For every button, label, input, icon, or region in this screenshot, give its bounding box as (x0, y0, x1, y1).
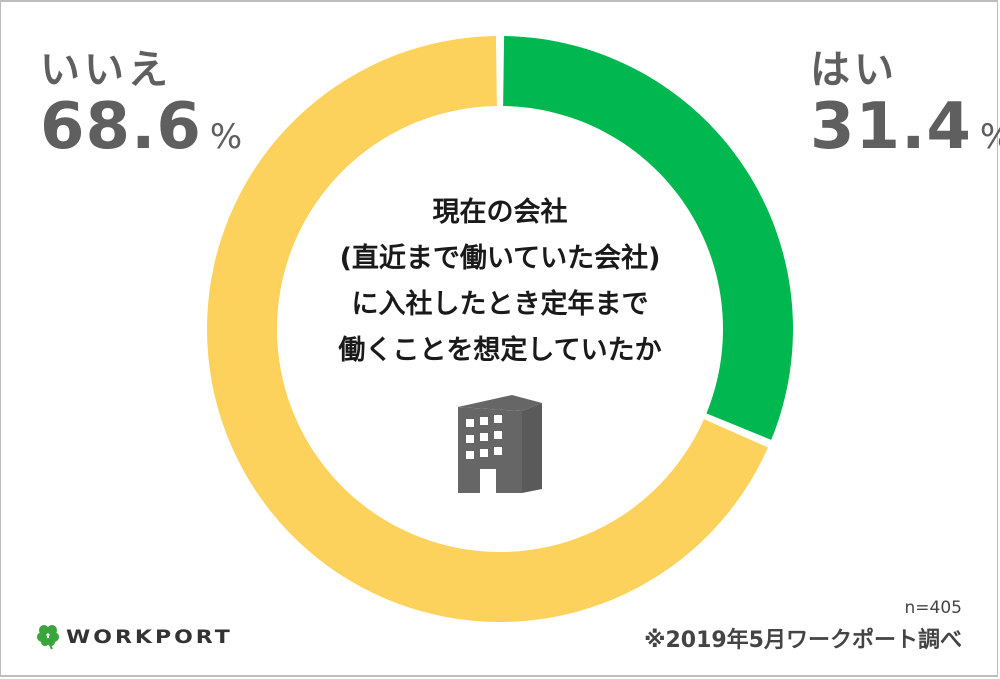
label-yes-category: はい (810, 47, 898, 93)
workport-logo: WORKPORT (36, 624, 233, 650)
question-line: 現在の会社 (432, 197, 568, 228)
source-note: ※2019年5月ワークポート調べ (644, 628, 962, 653)
building-icon (458, 395, 542, 493)
label-no-value: 68.6 (40, 90, 202, 164)
slice-yes (503, 36, 793, 440)
label-no-category: いいえ (40, 47, 172, 93)
question-line: (直近まで働いていた会社) (339, 243, 661, 274)
label-yes-unit: % (980, 117, 1000, 157)
label-yes-value: 31.4 (810, 90, 972, 164)
label-yes: はい 31.4% (810, 48, 1000, 172)
label-no-percent: 68.6% (40, 92, 242, 172)
clover-icon (37, 625, 59, 650)
question-line: 働くことを想定していたか (338, 335, 662, 366)
label-no-unit: % (209, 117, 243, 157)
question-line: に入社したとき定年まで (351, 289, 649, 320)
label-no: いいえ 68.6% (40, 48, 242, 172)
sample-size: n=405 (904, 598, 962, 618)
label-yes-percent: 31.4% (810, 92, 1000, 172)
center-question: 現在の会社 (直近まで働いていた会社) に入社したとき定年まで 働くことを想定し… (290, 190, 710, 374)
logo-text: WORKPORT (66, 626, 233, 648)
